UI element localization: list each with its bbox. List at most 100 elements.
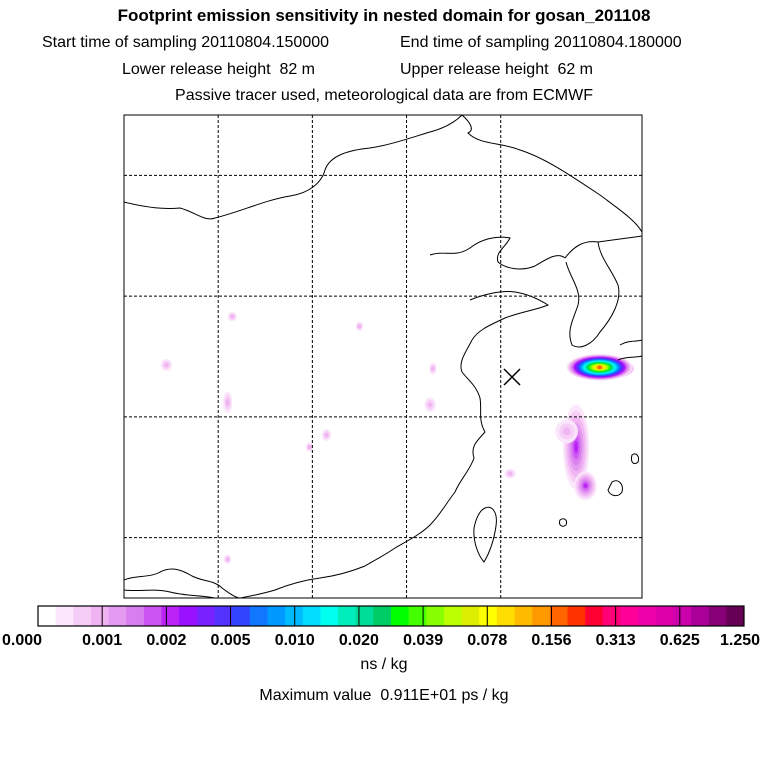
colorbar-cell-14: [285, 606, 304, 626]
colorbar-tick-label-6: 0.039: [403, 632, 443, 649]
footprint-map: 0.000 0.001 0.002 0.005 0.010 0.020 0.039 0.078…: [2, 114, 760, 649]
lower-height-value: 82 m: [279, 61, 316, 78]
upper-height-label: Upper release height: [400, 61, 549, 78]
colorbar-cell-11: [232, 606, 251, 626]
colorbar-cell-30: [567, 606, 586, 626]
colorbar-cell-36: [673, 606, 692, 626]
plume-6-contour-2: [508, 471, 513, 476]
colorbar-cell-13: [267, 606, 286, 626]
colorbar-cell-35: [655, 606, 674, 626]
colorbar-cell-17: [338, 606, 357, 626]
colorbar-cell-33: [620, 606, 639, 626]
end-time: End time of sampling 20110804.180000: [400, 34, 682, 52]
plume-13-contour-2: [225, 557, 230, 562]
colorbar-tick-label-10: 0.625: [660, 632, 700, 649]
colorbar-cell-37: [691, 606, 710, 626]
plume-2: [566, 354, 633, 381]
plume-14-contour-2: [164, 362, 169, 367]
colorbar-tick-label-3: 0.005: [211, 632, 251, 649]
plume-8-contour-2: [430, 366, 435, 371]
colorbar-cell-10: [214, 606, 233, 626]
plume-9: [222, 391, 233, 414]
maximum-value-label: Maximum value: [259, 687, 372, 704]
colorbar-cell-19: [373, 606, 392, 626]
colorbar-cell-23: [443, 606, 463, 626]
coastline-korea: [564, 235, 642, 348]
upper-height-value: 62 m: [557, 61, 594, 78]
lower-height-label: Lower release height: [122, 61, 271, 78]
colorbar-cell-29: [549, 606, 568, 626]
end-time-label: End time of sampling: [400, 34, 550, 51]
plume-8: [429, 362, 437, 375]
colorbar-units: ns / kg: [360, 656, 408, 673]
plume-7-contour-2: [428, 402, 433, 408]
sensitivity-field: [160, 311, 635, 565]
colorbar-cell-0: [38, 606, 57, 626]
colorbar-tick-labels: 0.000 0.001 0.002 0.005 0.010 0.020 0.039 0.078…: [2, 632, 760, 649]
plume-2-contour-28: [597, 365, 602, 370]
maximum-value: Maximum value 0.911E+01 ps / kg: [0, 687, 768, 705]
coastlines: [124, 115, 642, 598]
plume-10-contour-2: [230, 314, 235, 319]
coastline-southwest: [124, 568, 241, 598]
colorbar-cell-22: [426, 606, 445, 626]
upper-release-height: Upper release height 62 m: [400, 61, 593, 79]
plume-13: [223, 554, 232, 565]
coastline-east-china: [239, 339, 486, 598]
plume-5-contour-2: [562, 427, 571, 436]
colorbar-cell-6: [143, 606, 163, 626]
receptor-marker: [503, 368, 521, 386]
colorbar-cell-27: [514, 606, 533, 626]
plume-9-contour-2: [225, 398, 230, 407]
receptor-cross-b: [503, 368, 521, 386]
colorbar-cell-1: [55, 606, 74, 626]
colorbar-cell-28: [532, 606, 551, 626]
map-background: [124, 115, 642, 598]
colorbar-tick-label-11: 1.250: [720, 632, 760, 649]
colorbar-cell-12: [249, 606, 268, 626]
plume-5: [555, 419, 578, 444]
colorbar-cell-2: [73, 606, 92, 626]
colorbar-cell-18: [355, 606, 374, 626]
plume-14: [160, 358, 173, 371]
colorbar-cell-26: [496, 606, 516, 626]
lat-lon-grid: [124, 115, 642, 598]
colorbar-cell-31: [585, 606, 604, 626]
colorbar-tick-label-5: 0.020: [339, 632, 379, 649]
colorbar-cell-15: [302, 606, 321, 626]
colorbar-tick-label-8: 0.156: [531, 632, 571, 649]
start-time-label: Start time of sampling: [42, 34, 197, 51]
coastline-shandong: [469, 291, 550, 341]
start-time: Start time of sampling 20110804.150000: [42, 34, 329, 52]
colorbar-cell-8: [179, 606, 198, 626]
plume-4: [574, 471, 597, 501]
end-time-value: 20110804.180000: [553, 34, 682, 51]
map-frame: [123, 114, 643, 599]
colorbar-cell-9: [196, 606, 215, 626]
colorbar-cell-4: [108, 606, 127, 626]
colorbar-cell-39: [726, 606, 745, 626]
plume-12-contour-2: [307, 445, 312, 450]
plume-6: [504, 468, 516, 479]
plume-4-contour-6: [583, 483, 588, 488]
colorbar-tick-label-0: 0.000: [2, 632, 42, 649]
colorbar: [37, 605, 745, 627]
lower-release-height: Lower release height 82 m: [122, 61, 315, 79]
maximum-value-number: 0.911E+01 ps / kg: [380, 687, 509, 704]
coastline-indochina: [124, 589, 216, 598]
colorbar-cell-7: [161, 606, 180, 626]
colorbar-cell-16: [320, 606, 339, 626]
plot-title: Footprint emission sensitivity in nested…: [117, 6, 651, 25]
met-data-note: Passive tracer used, meteorological data…: [175, 87, 593, 104]
colorbar-cell-20: [391, 606, 410, 626]
colorbar-cell-3: [90, 606, 110, 626]
colorbar-cell-21: [408, 606, 427, 626]
plume-12: [305, 442, 314, 452]
colorbar-tick-label-4: 0.010: [275, 632, 315, 649]
plume-11: [321, 428, 332, 442]
colorbar-tick-label-2: 0.002: [146, 632, 186, 649]
plume-15-contour-2: [357, 324, 362, 329]
colorbar-cell-34: [638, 606, 657, 626]
coastline-north: [124, 115, 463, 220]
colorbar-cell-38: [708, 606, 727, 626]
